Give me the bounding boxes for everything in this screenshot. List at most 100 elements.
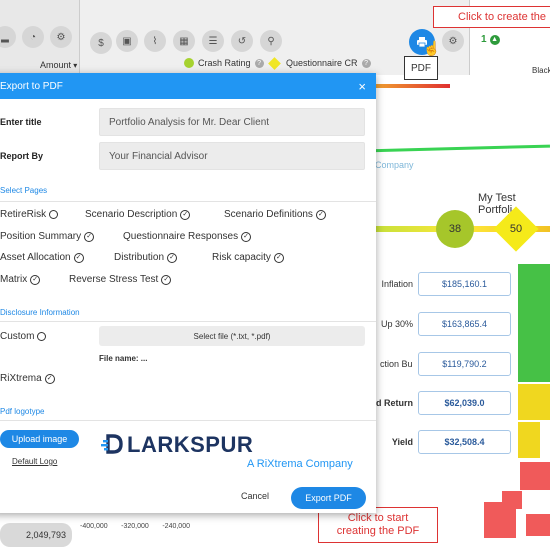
row-value[interactable]: $62,039.0 [418, 391, 511, 415]
list-icon[interactable]: ☰ [202, 30, 224, 52]
company-text: Company [375, 160, 414, 170]
crash-rating-label: Crash Rating [198, 58, 251, 68]
default-logo-link[interactable]: Default Logo [12, 457, 58, 466]
page-option-label: Scenario Description [85, 209, 178, 220]
row-value[interactable]: $119,790.2 [418, 352, 511, 376]
chart-icon[interactable]: ▂ [0, 26, 16, 48]
axis-labels: -400,000 -320,000 -240,000 [80, 523, 190, 530]
help-icon[interactable]: ? [361, 58, 371, 68]
chart-bar [520, 462, 550, 490]
black-label: Black [532, 66, 550, 75]
page-option-asset-allocation[interactable]: Asset Allocation ✓ [0, 252, 84, 263]
page-option-label: RetireRisk [0, 209, 47, 220]
chart-bar [518, 264, 550, 306]
report-by-input[interactable] [99, 142, 365, 170]
grid-icon[interactable]: ▦ [173, 30, 195, 52]
settings-icon[interactable]: ⚙ [442, 30, 464, 52]
score-value: 1 [481, 34, 487, 45]
check-circle-icon[interactable]: ✓ [273, 252, 284, 263]
help-icon[interactable]: ? [254, 58, 264, 68]
page-option-label: Risk capacity [212, 252, 271, 263]
upload-image-button[interactable]: Upload image [0, 430, 79, 448]
title-input[interactable] [99, 108, 365, 136]
export-pdf-dialog: Export to PDF × Enter title Report By Se… [0, 73, 376, 513]
link-icon[interactable]: ⚲ [260, 30, 282, 52]
file-name-label: File name: ... [99, 354, 148, 363]
radio-unchecked-icon[interactable] [49, 210, 59, 219]
page-option-label: Scenario Definitions [224, 209, 313, 220]
page-option-scenario-description[interactable]: Scenario Description ✓ [85, 209, 191, 220]
arrow-up-icon: ▲ [489, 34, 500, 45]
risk-circle: 38 [436, 210, 474, 248]
page-option-retirerisk[interactable]: RetireRisk [0, 209, 59, 220]
report-by-label: Report By [0, 151, 44, 161]
line-chart-icon[interactable]: ⌇ [144, 30, 166, 52]
page-option-scenario-definitions[interactable]: Scenario Definitions ✓ [224, 209, 326, 220]
crash-rating: Crash Rating ? [184, 58, 264, 68]
divider [0, 420, 376, 421]
chart-bar [518, 344, 550, 382]
check-circle-icon[interactable]: ✓ [84, 231, 95, 242]
export-pdf-button[interactable]: Export PDF [291, 487, 366, 509]
row-value[interactable]: $185,160.1 [418, 272, 511, 296]
calculator-icon[interactable]: ▣ [116, 30, 138, 52]
history-icon[interactable]: ↺ [231, 30, 253, 52]
chart-title: My Test Portfoli [478, 192, 516, 216]
chart-bar [518, 384, 550, 420]
callout-start: Click to start creating the PDF [318, 507, 438, 543]
printer-icon [417, 37, 427, 48]
check-circle-icon[interactable]: ✓ [73, 252, 84, 263]
page-option-reverse-stress-test[interactable]: Reverse Stress Test ✓ [69, 274, 172, 285]
logotype-title: Pdf logotype [0, 407, 45, 416]
cancel-button[interactable]: Cancel [241, 491, 270, 501]
enter-title-label: Enter title [0, 117, 42, 127]
divider [0, 201, 376, 202]
close-icon[interactable]: × [358, 78, 366, 94]
dollar-icon[interactable]: $ [90, 32, 112, 54]
page-option-label: Position Summary [0, 231, 82, 242]
page-option-matrix[interactable]: Matrix ✓ [0, 274, 41, 285]
page-option-label: Reverse Stress Test [69, 274, 159, 285]
page-option-questionnaire-responses[interactable]: Questionnaire Responses ✓ [123, 231, 252, 242]
select-file-button[interactable]: Select file (*.txt, *.pdf) [99, 326, 365, 346]
chart-bar [484, 502, 516, 538]
green-annotation-line [363, 144, 550, 153]
page-option-distribution[interactable]: Distribution ✓ [114, 252, 178, 263]
axis-tick: -240,000 [162, 523, 190, 530]
risk-diamond-value: 50 [509, 223, 523, 235]
check-circle-icon[interactable]: ✓ [161, 274, 172, 285]
disclosure-rixtrema[interactable]: RiXtrema ✓ [0, 373, 55, 384]
page-option-position-summary[interactable]: Position Summary ✓ [0, 231, 95, 242]
disclosure-custom[interactable]: Custom [0, 331, 47, 342]
pdf-button[interactable] [409, 29, 435, 55]
callout-line: creating the PDF [336, 525, 420, 537]
dialog-title: Export to PDF [0, 80, 63, 92]
radio-unchecked-icon[interactable] [37, 332, 47, 341]
check-circle-icon[interactable]: ✓ [180, 209, 191, 220]
chart-bar [518, 306, 550, 344]
page-option-label: Questionnaire Responses [123, 231, 239, 242]
row-value[interactable]: $163,865.4 [418, 312, 511, 336]
divider [0, 321, 376, 322]
check-circle-icon[interactable]: ✓ [315, 209, 326, 220]
chart-bar [526, 514, 550, 536]
pie-chart-icon[interactable]: ◔ [22, 26, 44, 48]
callout-line: Click to start [347, 512, 409, 524]
gear-icon[interactable]: ⚙ [50, 26, 72, 48]
check-circle-icon[interactable]: ✓ [167, 252, 178, 263]
check-circle-icon[interactable]: ✓ [241, 231, 252, 242]
left-toolbar: ▂ ◔ ⚙ Amount [0, 0, 80, 75]
logo-sub-text: A RiXtrema Company [247, 458, 353, 470]
total-value: 2,049,793 [0, 523, 72, 547]
select-pages-title: Select Pages [0, 186, 48, 195]
check-circle-icon[interactable]: ✓ [30, 274, 41, 285]
disclosure-title: Disclosure Information [0, 308, 80, 317]
row-value[interactable]: $32,508.4 [418, 430, 511, 454]
title-row: Enter title [0, 108, 376, 136]
check-circle-icon[interactable]: ✓ [44, 373, 55, 384]
page-option-risk-capacity[interactable]: Risk capacity ✓ [212, 252, 284, 263]
row-label: d Return [376, 398, 413, 408]
amount-dropdown[interactable]: Amount [40, 60, 77, 70]
yellow-diamond-icon [268, 56, 281, 70]
score-badge: 1 ▲ [481, 34, 500, 45]
